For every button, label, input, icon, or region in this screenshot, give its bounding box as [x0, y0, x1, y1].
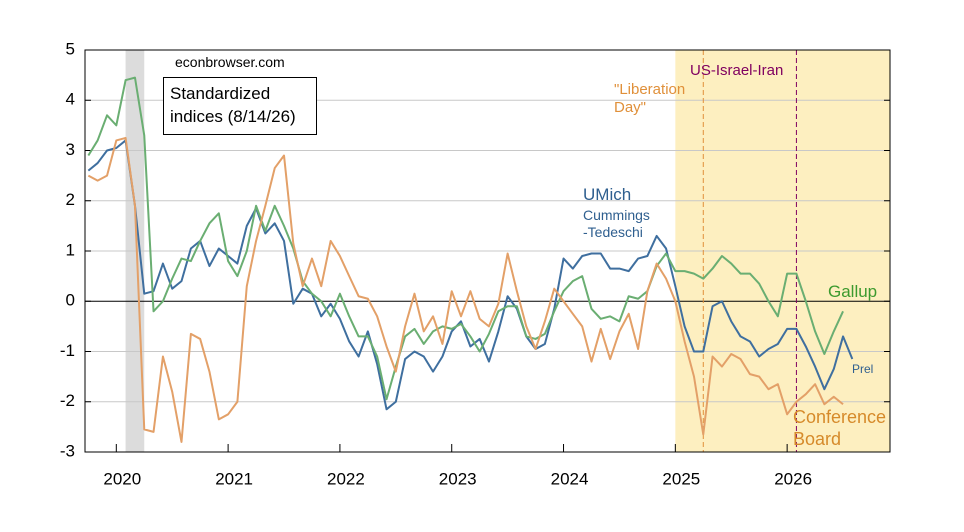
x-tick-label: 2022 — [327, 469, 365, 488]
y-tick-label: 3 — [66, 140, 75, 159]
y-tick-label: -2 — [60, 391, 75, 410]
prel-label: Prel — [852, 362, 874, 376]
y-tick-label: 4 — [66, 90, 75, 109]
x-tick-label: 2023 — [439, 469, 477, 488]
x-tick-label: 2025 — [662, 469, 700, 488]
series-line — [87, 136, 844, 443]
plot-frame — [84, 49, 891, 453]
y-tick-label: -3 — [60, 441, 75, 460]
y-tick-label: -1 — [60, 341, 75, 360]
series-label: UMich — [583, 185, 632, 204]
series-line — [87, 76, 844, 401]
x-tick-label: 2021 — [215, 469, 253, 488]
x-tick-label: 2026 — [774, 469, 812, 488]
event-label: US-Israel-Iran — [690, 62, 784, 79]
series-note: Cummings -Tedeschi — [583, 207, 650, 240]
series-label: Gallup — [828, 282, 878, 301]
series-label: Conference Board — [793, 407, 887, 449]
y-tick-label: 1 — [66, 240, 75, 259]
event-label: "Liberation Day" — [614, 81, 686, 116]
source: econbrowser.com — [175, 54, 285, 70]
y-tick-label: 5 — [66, 39, 75, 58]
x-tick-label: 2024 — [551, 469, 589, 488]
subtitle-box: Standardized indices (8/14/26) — [163, 77, 317, 135]
x-tick-label: 2020 — [103, 469, 141, 488]
y-tick-label: 2 — [66, 190, 75, 209]
y-tick-label: 0 — [66, 291, 75, 310]
series-line — [87, 139, 854, 411]
